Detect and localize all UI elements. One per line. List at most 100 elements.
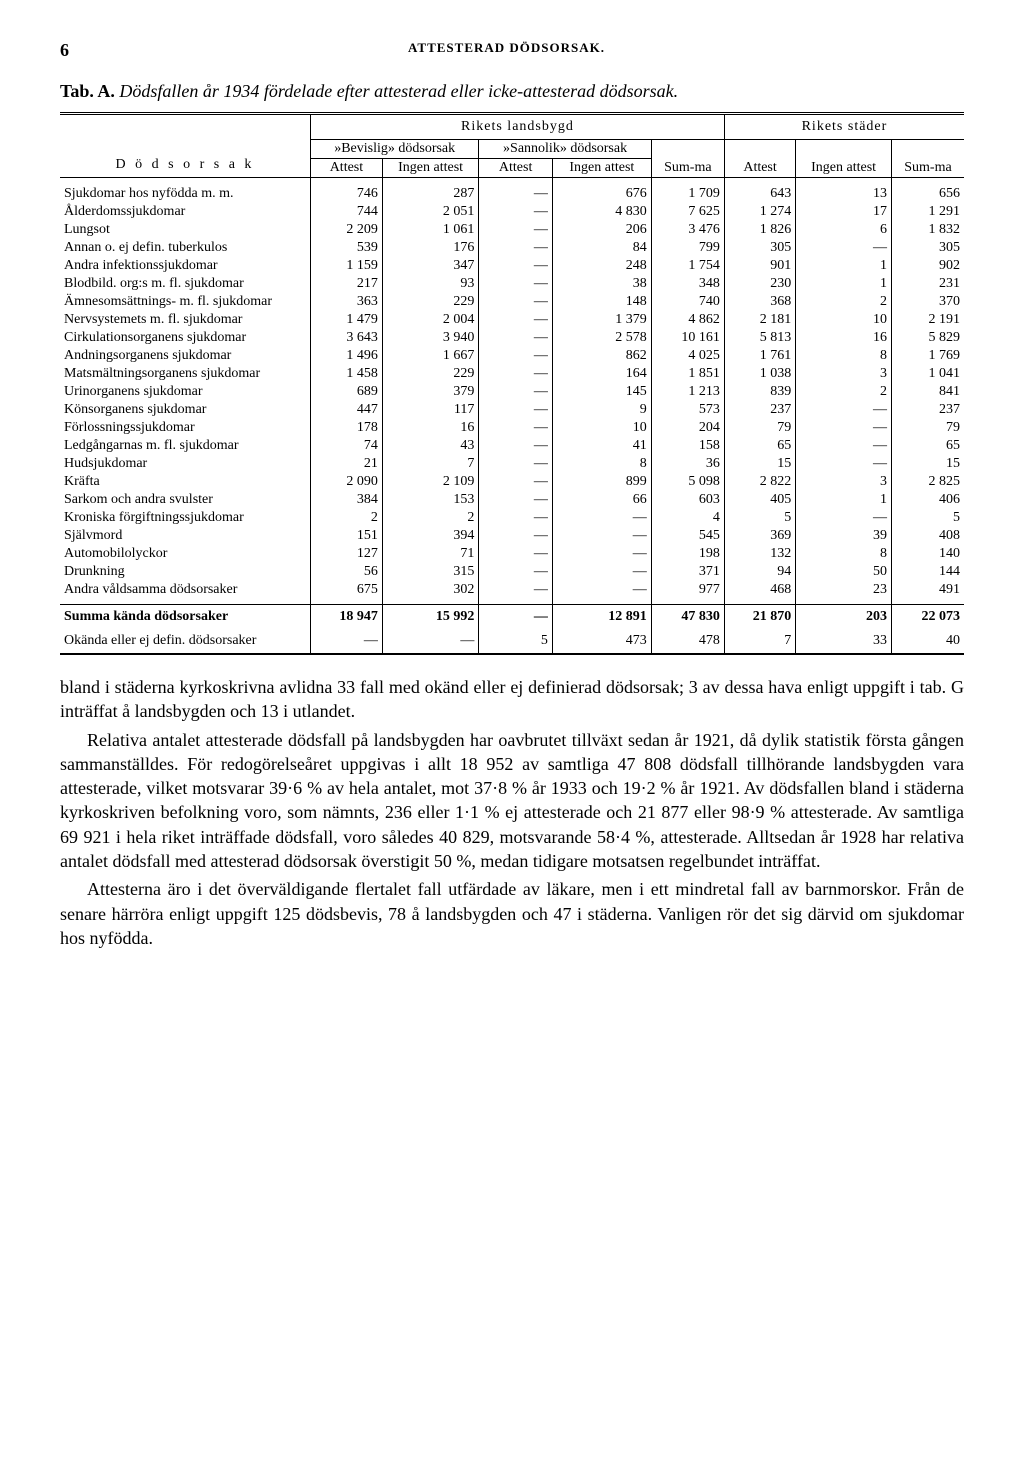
cell: 71 bbox=[382, 545, 479, 563]
paragraph: Relativa antalet attesterade dödsfall på… bbox=[60, 728, 964, 874]
cell: 675 bbox=[311, 581, 383, 605]
cell: 2 bbox=[311, 509, 383, 527]
col-attest-2: Attest bbox=[479, 159, 553, 178]
body-text: bland i städerna kyrkoskrivna avlidna 33… bbox=[60, 675, 964, 950]
cell: 1 769 bbox=[891, 347, 964, 365]
cell: 2 191 bbox=[891, 311, 964, 329]
cell: 1 479 bbox=[311, 311, 383, 329]
table-row: Självmord151394——54536939408 bbox=[60, 527, 964, 545]
cell: 164 bbox=[552, 365, 651, 383]
cell: 8 bbox=[552, 455, 651, 473]
cell: 145 bbox=[552, 383, 651, 401]
cell: — bbox=[552, 509, 651, 527]
col-ingen-2: Ingen attest bbox=[552, 159, 651, 178]
cell: 2 109 bbox=[382, 473, 479, 491]
cell: 39 bbox=[796, 527, 892, 545]
cell: — bbox=[552, 581, 651, 605]
cell: 1 bbox=[796, 275, 892, 293]
cell: 16 bbox=[796, 329, 892, 347]
cell: 468 bbox=[724, 581, 795, 605]
table-caption: Tab. A. Dödsfallen år 1934 fördelade eft… bbox=[60, 81, 964, 102]
cell: 746 bbox=[311, 178, 383, 204]
table-row: Kräfta2 0902 109—8995 0982 82232 825 bbox=[60, 473, 964, 491]
cell: 117 bbox=[382, 401, 479, 419]
row-label: Matsmältningsorganens sjukdomar bbox=[60, 365, 311, 383]
table-row: Cirkulationsorganens sjukdomar3 6433 940… bbox=[60, 329, 964, 347]
cell: 7 bbox=[724, 629, 795, 654]
cell: 8 bbox=[796, 347, 892, 365]
cell: 2 822 bbox=[724, 473, 795, 491]
cell: 248 bbox=[552, 257, 651, 275]
cell: 545 bbox=[651, 527, 724, 545]
cell: 2 bbox=[796, 383, 892, 401]
cell: 4 025 bbox=[651, 347, 724, 365]
cell: — bbox=[796, 419, 892, 437]
cell: 305 bbox=[724, 239, 795, 257]
table-row: Andra infektionssjukdomar1 159347—2481 7… bbox=[60, 257, 964, 275]
row-label: Urinorganens sjukdomar bbox=[60, 383, 311, 401]
cell: 178 bbox=[311, 419, 383, 437]
cell: 10 161 bbox=[651, 329, 724, 347]
cell: 144 bbox=[891, 563, 964, 581]
cell: 3 940 bbox=[382, 329, 479, 347]
cell: 148 bbox=[552, 293, 651, 311]
cell: — bbox=[552, 563, 651, 581]
cell: 2 bbox=[382, 509, 479, 527]
cell: 7 bbox=[382, 455, 479, 473]
table-row: Sarkom och andra svulster384153—66603405… bbox=[60, 491, 964, 509]
cell: 1 379 bbox=[552, 311, 651, 329]
cell: 132 bbox=[724, 545, 795, 563]
cell: 2 051 bbox=[382, 203, 479, 221]
cell: 10 bbox=[796, 311, 892, 329]
cell: 901 bbox=[724, 257, 795, 275]
row-label: Andra våldsamma dödsorsaker bbox=[60, 581, 311, 605]
cell: 23 bbox=[796, 581, 892, 605]
cell: 56 bbox=[311, 563, 383, 581]
row-label: Ålderdomssjukdomar bbox=[60, 203, 311, 221]
cell: — bbox=[479, 545, 553, 563]
cell: 127 bbox=[311, 545, 383, 563]
col-group-landsbygd: Rikets landsbygd bbox=[311, 114, 725, 140]
cell: 43 bbox=[382, 437, 479, 455]
cell: 305 bbox=[891, 239, 964, 257]
cell: 21 870 bbox=[724, 605, 795, 630]
cell: 151 bbox=[311, 527, 383, 545]
table-row: Okända eller ej defin. dödsorsaker——5473… bbox=[60, 629, 964, 654]
table-body: Sjukdomar hos nyfödda m. m.746287—6761 7… bbox=[60, 178, 964, 655]
cell: 1 041 bbox=[891, 365, 964, 383]
cell: 5 813 bbox=[724, 329, 795, 347]
col-attest-b: Attest bbox=[724, 140, 795, 178]
cell: — bbox=[479, 491, 553, 509]
cell: — bbox=[796, 509, 892, 527]
cell: — bbox=[552, 527, 651, 545]
cell: 1 291 bbox=[891, 203, 964, 221]
cell: 2 825 bbox=[891, 473, 964, 491]
cell: 2 578 bbox=[552, 329, 651, 347]
cell: 65 bbox=[891, 437, 964, 455]
row-label: Andningsorganens sjukdomar bbox=[60, 347, 311, 365]
cell: — bbox=[479, 401, 553, 419]
col-ingen-1: Ingen attest bbox=[382, 159, 479, 178]
cell: 478 bbox=[651, 629, 724, 654]
page-header: 6 ATTESTERAD DÖDSORSAK. bbox=[60, 40, 964, 61]
cell: 65 bbox=[724, 437, 795, 455]
cell: 237 bbox=[724, 401, 795, 419]
col-summa-b: Sum-ma bbox=[891, 140, 964, 178]
cell: — bbox=[382, 629, 479, 654]
cell: 4 862 bbox=[651, 311, 724, 329]
cell: 3 476 bbox=[651, 221, 724, 239]
col-group-stader: Rikets städer bbox=[724, 114, 964, 140]
cell: 447 bbox=[311, 401, 383, 419]
cell: 1 851 bbox=[651, 365, 724, 383]
table-row: Könsorganens sjukdomar447117—9573237—237 bbox=[60, 401, 964, 419]
cell: — bbox=[479, 275, 553, 293]
cell: 2 004 bbox=[382, 311, 479, 329]
cell: 15 bbox=[891, 455, 964, 473]
cell: 394 bbox=[382, 527, 479, 545]
cell: — bbox=[479, 178, 553, 204]
cell: 15 bbox=[724, 455, 795, 473]
cell: 79 bbox=[891, 419, 964, 437]
cell: 862 bbox=[552, 347, 651, 365]
cell: 1 496 bbox=[311, 347, 383, 365]
cell: 1 061 bbox=[382, 221, 479, 239]
